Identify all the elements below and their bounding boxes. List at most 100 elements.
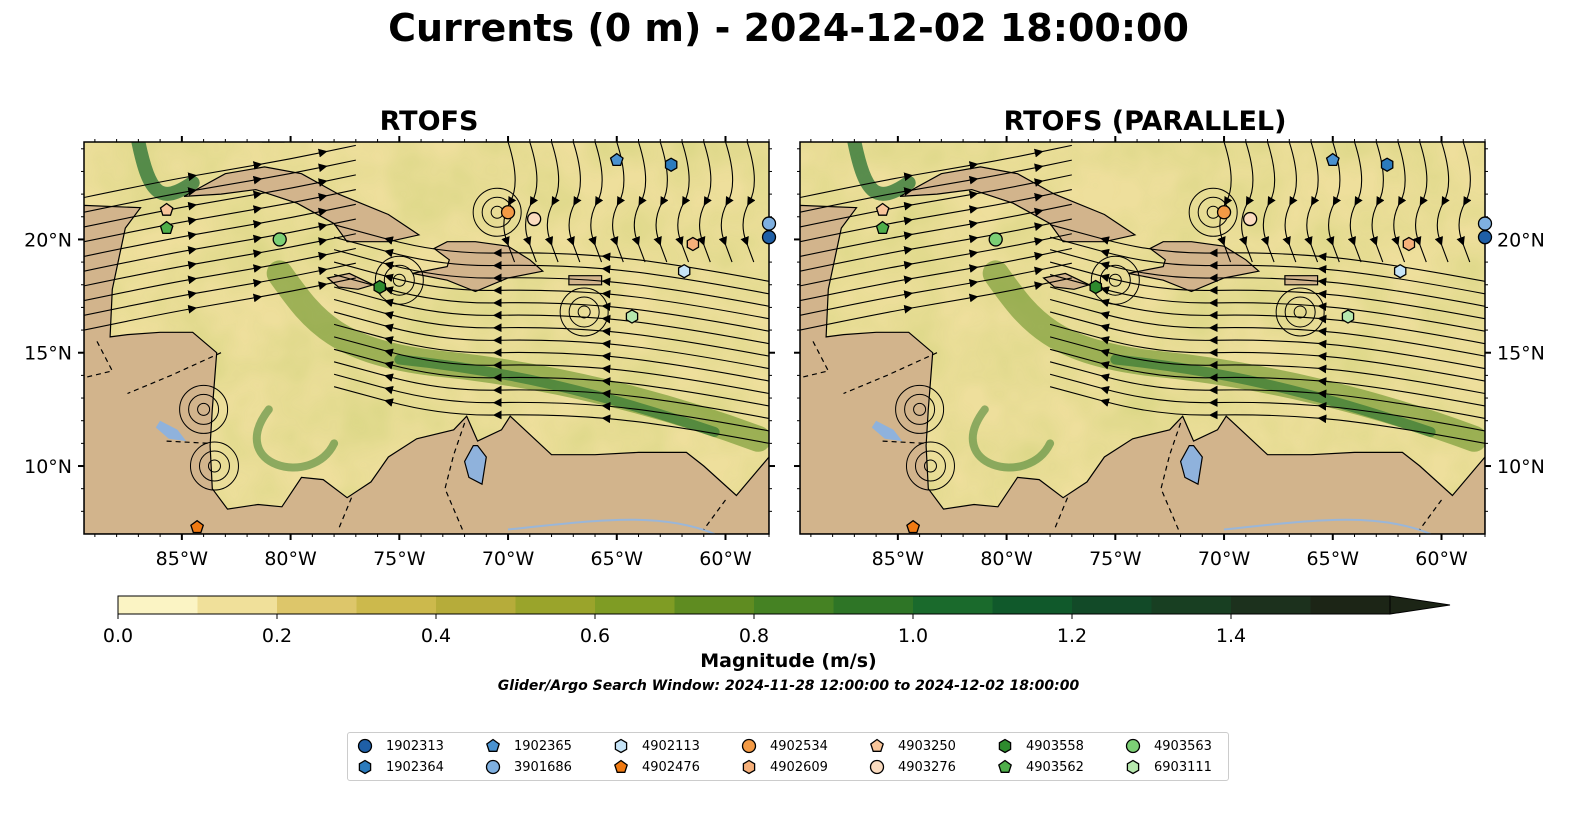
float-marker-3901686	[1477, 216, 1493, 231]
legend-label: 4902476	[642, 759, 700, 775]
eddy-streamline	[1108, 273, 1122, 287]
lat-tick-label: 10°N	[1497, 456, 1545, 478]
figure-title: Currents (0 m) - 2024-12-02 18:00:00	[388, 6, 1189, 50]
border-line	[703, 499, 726, 530]
float-marker-1902365	[1325, 152, 1340, 167]
map-frame	[83, 141, 770, 535]
lon-tick-label: 60°W	[699, 548, 752, 570]
streamline	[1049, 336, 1485, 395]
legend-marker-pentagon	[614, 759, 628, 773]
border-line	[127, 352, 222, 395]
legend-marker	[358, 759, 372, 775]
lon-tick-label: 70°W	[1198, 548, 1251, 570]
land-jamaica	[1042, 272, 1091, 290]
legend-label: 1902313	[386, 738, 444, 754]
streamline	[1049, 311, 1485, 370]
lat-tick-label: 15°N	[1497, 343, 1545, 365]
streamline	[1049, 236, 1485, 295]
float-marker-4902113	[677, 263, 691, 279]
lon-tick-label: 80°W	[980, 548, 1033, 570]
colorbar-tick-label: 0.4	[421, 625, 451, 647]
legend-label: 4903563	[1154, 738, 1212, 754]
lon-tick-label: 85°W	[872, 548, 925, 570]
streamline	[631, 142, 647, 263]
eddy-streamline	[914, 450, 946, 482]
streamline	[800, 144, 1072, 199]
streamline	[1049, 274, 1485, 332]
streamline	[1049, 249, 1485, 307]
streamline	[84, 144, 356, 199]
legend-marker-circle	[357, 738, 373, 754]
lat-tick-label: 15°N	[24, 343, 72, 365]
legend-item-1902313: 1902313	[356, 736, 444, 756]
streamline	[333, 224, 769, 282]
streamline	[1260, 142, 1276, 263]
streamline	[1304, 142, 1320, 263]
legend-label: 1902365	[514, 738, 572, 754]
legend-marker-pentagon	[870, 738, 884, 752]
legend-marker	[869, 759, 885, 775]
float-marker-6903111	[1341, 309, 1355, 324]
legend-marker-hexagon	[998, 738, 1012, 754]
legend-item-4903250: 4903250	[868, 736, 956, 756]
legend-item-3901686: 3901686	[484, 757, 572, 777]
legend-item-4902534: 4902534	[740, 736, 828, 756]
float-marker-4903562	[875, 220, 890, 235]
border-line	[1419, 499, 1442, 530]
legend-marker	[614, 738, 628, 754]
streamline	[697, 142, 712, 263]
lon-tick-label: 70°W	[482, 548, 535, 570]
eddy-streamline	[559, 287, 609, 337]
lake-nicaragua	[871, 420, 903, 442]
legend-marker-pentagon	[998, 759, 1012, 773]
border-line	[444, 422, 466, 530]
legend-item-4903563: 4903563	[1124, 736, 1212, 756]
legend-marker-circle	[869, 759, 885, 775]
panel-title-rtofs-parallel: RTOFS (PARALLEL)	[1003, 106, 1287, 137]
float-markers	[159, 152, 777, 534]
eddy-streamline	[1090, 255, 1140, 305]
streamline	[1217, 142, 1233, 263]
streamline	[333, 286, 769, 345]
colorbar-label: Magnitude (m/s)	[700, 650, 877, 672]
streamline	[1456, 142, 1472, 263]
float-marker-1902313	[1477, 230, 1493, 245]
float-marker-4902609	[686, 236, 700, 252]
lake-maracaibo	[1179, 445, 1203, 486]
legend-item-1902364: 1902364	[356, 757, 444, 777]
river-orinoco	[507, 518, 715, 534]
streamline	[523, 142, 538, 263]
legend-marker-circle	[485, 759, 501, 775]
float-marker-4902476	[906, 519, 921, 534]
colorbar-tick-label: 0.8	[739, 625, 769, 647]
legend-marker	[614, 759, 628, 773]
eddy-streamline	[207, 459, 221, 473]
legend-marker-hexagon	[358, 759, 372, 775]
float-marker-4903563	[988, 232, 1003, 247]
legend-marker-circle	[741, 738, 757, 754]
float-marker-4903563	[272, 232, 287, 247]
streamline	[1049, 261, 1485, 320]
legend-marker-circle	[1125, 738, 1141, 754]
streamline	[675, 142, 691, 263]
streamline	[1347, 142, 1363, 263]
border-line	[84, 341, 114, 379]
legend-marker	[485, 759, 501, 775]
colorbar-tick-label: 1.2	[1057, 625, 1087, 647]
border-line	[1160, 422, 1182, 530]
float-marker-4903250	[875, 202, 890, 216]
border-line	[882, 440, 927, 444]
float-markers	[875, 152, 1493, 534]
legend-label: 4902609	[770, 759, 828, 775]
eddy-streamline	[188, 393, 220, 425]
float-marker-4903250	[159, 202, 174, 216]
lon-tick-label: 75°W	[1089, 548, 1142, 570]
float-marker-3901686	[761, 216, 777, 231]
border-line	[1053, 497, 1069, 530]
legend-label: 4902534	[770, 738, 828, 754]
streamline	[333, 348, 769, 407]
float-marker-4902476	[190, 519, 205, 534]
legend-item-4903276: 4903276	[868, 757, 956, 777]
streamline	[333, 336, 769, 395]
streamline	[333, 386, 769, 444]
